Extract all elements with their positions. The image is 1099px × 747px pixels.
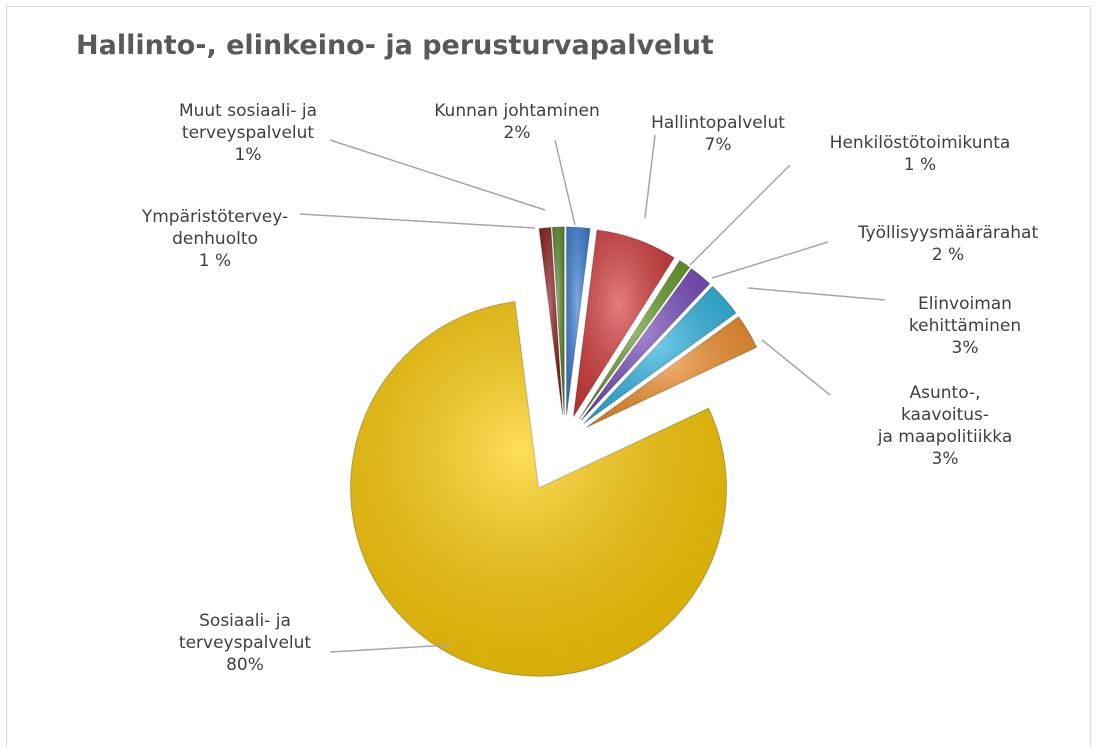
slice-shade: [580, 268, 710, 421]
value-label: 3%: [951, 338, 979, 358]
value-label: 1 %: [903, 155, 937, 175]
slice-shade: [350, 301, 727, 677]
leader-line: [689, 164, 791, 266]
value-label: 2%: [503, 123, 531, 143]
leader-line: [554, 139, 576, 226]
category-label: Hallintopalvelut: [651, 113, 785, 133]
category-label: Ympäristötervey- denhuolto: [141, 207, 289, 249]
category-label: Sosiaali- ja terveyspalvelut: [178, 611, 312, 653]
data-label: Muut sosiaali- ja terveyspalvelut 1%: [179, 100, 317, 166]
category-label: Asunto-, kaavoitus- ja maapolitiikka: [877, 383, 1013, 447]
category-label: Työllisyysmäärärahat: [857, 223, 1039, 243]
slice-shade: [552, 227, 565, 416]
data-label: Työllisyysmäärärahat 2 %: [858, 222, 1038, 266]
data-label: Henkilöstötoimikunta 1 %: [830, 132, 1011, 176]
category-label: Henkilöstötoimikunta: [829, 133, 1011, 153]
chart-frame: [6, 6, 1091, 747]
category-label: Muut sosiaali- ja terveyspalvelut: [178, 101, 318, 143]
data-label: Ympäristötervey- denhuolto 1 %: [142, 206, 288, 272]
data-label: Sosiaali- ja terveyspalvelut 80%: [179, 610, 311, 676]
slice-shade: [586, 316, 757, 428]
leader-line: [299, 213, 536, 229]
slice-shade: [573, 229, 675, 417]
slice-shade: [583, 286, 736, 424]
data-label: Elinvoiman kehittäminen 3%: [909, 293, 1021, 359]
value-label: 3%: [931, 449, 959, 469]
category-label: Kunnan johtaminen: [434, 101, 600, 121]
value-label: 2 %: [931, 245, 965, 265]
leader-line: [761, 339, 831, 396]
data-label: Hallintopalvelut 7%: [651, 112, 785, 156]
leader-line: [329, 644, 451, 653]
slice-shade: [539, 227, 563, 416]
category-label: Elinvoiman kehittäminen: [908, 294, 1022, 336]
slice-shade: [579, 260, 690, 420]
value-label: 1 %: [198, 251, 232, 271]
leader-line: [711, 241, 829, 279]
leader-line: [747, 287, 886, 301]
value-label: 1%: [234, 145, 262, 165]
data-label: Kunnan johtaminen 2%: [434, 100, 600, 144]
chart-title: Hallinto-, elinkeino- ja perusturvapalve…: [76, 30, 714, 61]
leader-line: [329, 139, 546, 211]
data-label: Asunto-, kaavoitus- ja maapolitiikka 3%: [868, 382, 1022, 470]
value-label: 7%: [704, 135, 732, 155]
slice-shade: [566, 227, 591, 416]
value-label: 80%: [226, 655, 264, 675]
leader-line: [644, 134, 656, 219]
